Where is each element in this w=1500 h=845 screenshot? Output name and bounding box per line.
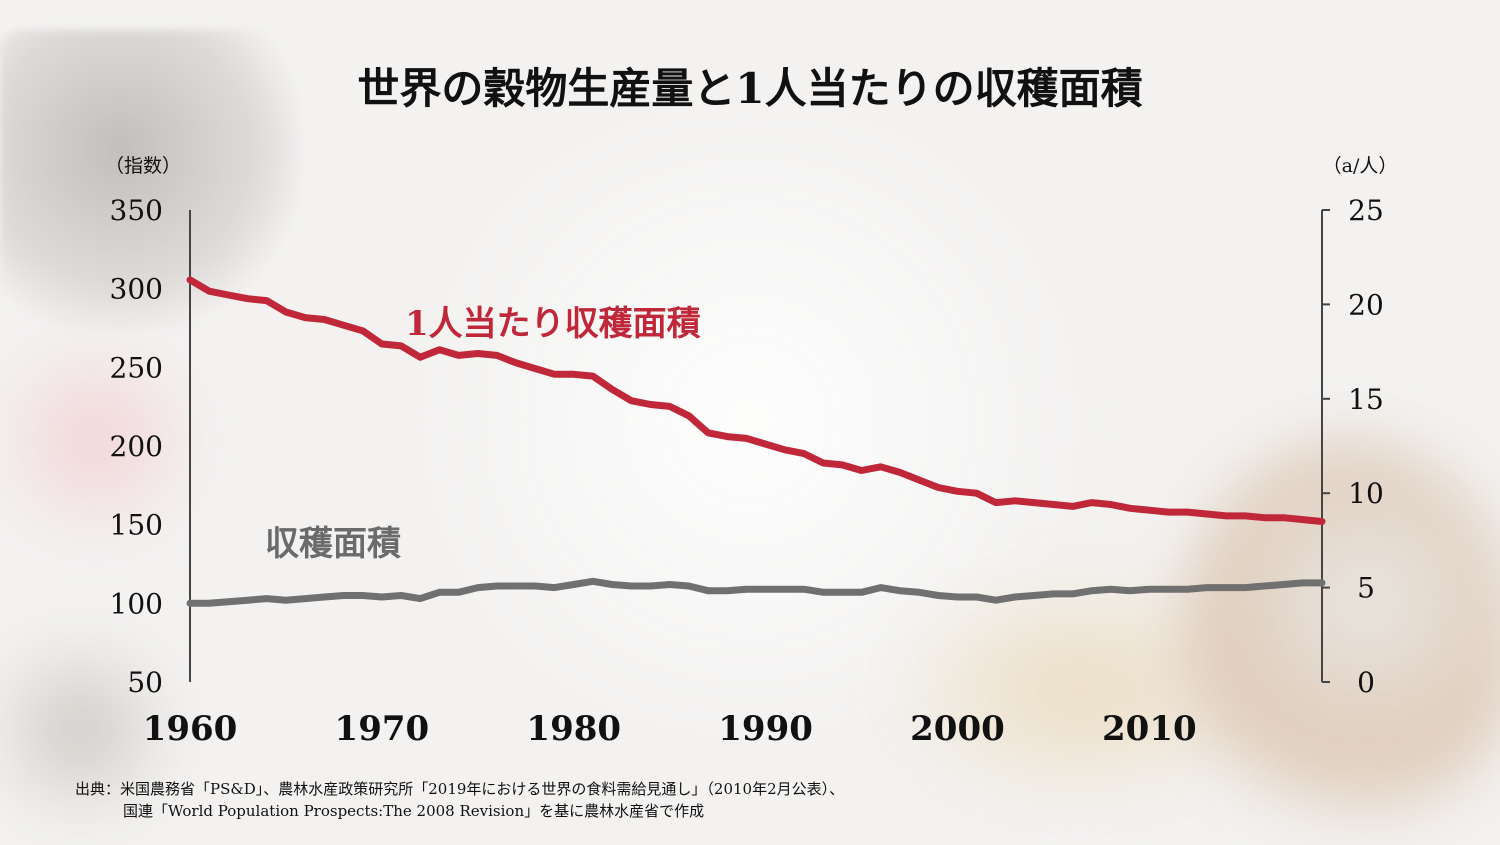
left-tick-label: 200	[110, 430, 163, 463]
axes	[190, 210, 1322, 682]
x-tick-label: 1990	[718, 709, 813, 749]
left-tick-label: 100	[110, 587, 163, 620]
x-tick-label: 2010	[1102, 709, 1197, 749]
left-tick-label: 50	[127, 666, 163, 699]
line-chart: 世界の穀物生産量と1人当たりの収穫面積 （指数） （a/人） 501001502…	[0, 0, 1500, 845]
x-tick-label: 2000	[910, 709, 1005, 749]
right-tick-label: 5	[1357, 572, 1375, 605]
x-tick-label: 1980	[526, 709, 621, 749]
left-tick-label: 350	[110, 194, 163, 227]
source-line-1: 出典：米国農務省「PS&D」、農林水産政策研究所「2019年における世界の食料需…	[75, 780, 844, 798]
x-tick-label: 1960	[143, 709, 238, 749]
right-tick-label: 25	[1348, 194, 1384, 227]
left-tick-label: 300	[110, 273, 163, 306]
right-tick-label: 0	[1357, 666, 1375, 699]
left-tick-labels: 50 100 150 200 250 300 350	[110, 194, 163, 699]
series-line-per-capita-area	[190, 280, 1322, 522]
chart-title: 世界の穀物生産量と1人当たりの収穫面積	[357, 64, 1142, 113]
right-tick-label: 20	[1348, 288, 1384, 321]
x-tick-label: 1970	[335, 709, 430, 749]
left-tick-label: 150	[110, 509, 163, 542]
left-axis-unit: （指数）	[105, 155, 181, 177]
series-line-harvested-area	[190, 581, 1322, 603]
chart-slide: 世界の穀物生産量と1人当たりの収穫面積 （指数） （a/人） 50 100 150 2…	[0, 0, 1500, 845]
left-tick-label: 250	[110, 351, 163, 384]
x-tick-labels: 1960 1970 1980 1990 2000 2010	[143, 709, 1197, 749]
source-line-2: 国連「World Population Prospects:The 2008 R…	[123, 802, 704, 820]
right-tick-label: 10	[1348, 477, 1384, 510]
series-label-harvested-area: 収穫面積	[265, 524, 401, 564]
series-label-per-capita-area: 1人当たり収穫面積	[405, 304, 701, 344]
right-axis-unit: （a/人）	[1323, 155, 1398, 177]
right-tick-label: 15	[1348, 383, 1384, 416]
right-tick-labels: 0 5 10 15 20 25	[1322, 194, 1384, 699]
